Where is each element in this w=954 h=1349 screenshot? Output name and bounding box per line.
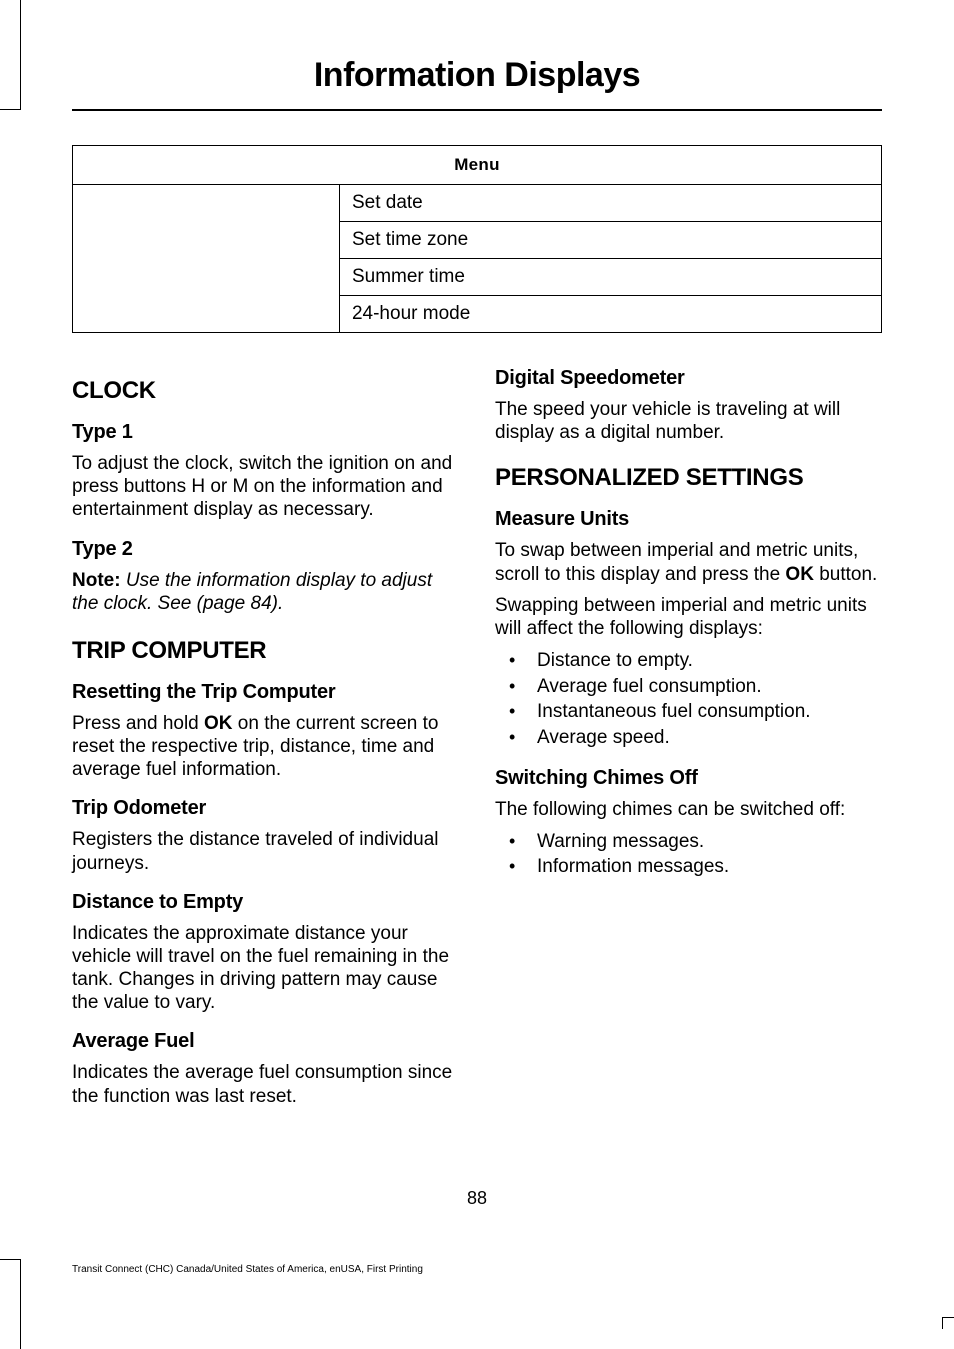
crop-mark xyxy=(942,1317,954,1329)
note-body: Use the information display to adjust th… xyxy=(72,570,432,614)
settings-heading: PERSONALIZED SETTINGS xyxy=(495,464,882,492)
page: Information Displays Menu Set date Set t… xyxy=(0,0,954,1329)
dte-body: Indicates the approximate distance your … xyxy=(72,922,459,1015)
chimes-heading: Switching Chimes Off xyxy=(495,767,882,790)
units-heading: Measure Units xyxy=(495,508,882,531)
reset-body: Press and hold OK on the current screen … xyxy=(72,712,459,782)
list-item: Average speed. xyxy=(495,725,882,751)
crop-mark xyxy=(0,0,20,110)
crop-mark xyxy=(0,1259,20,1329)
menu-table: Menu Set date Set time zone Summer time … xyxy=(72,145,882,333)
list-item: Information messages. xyxy=(495,854,882,880)
dte-heading: Distance to Empty xyxy=(72,891,459,914)
trip-heading: TRIP COMPUTER xyxy=(72,637,459,665)
list-item: Distance to empty. xyxy=(495,648,882,674)
table-row: Set date xyxy=(73,185,882,222)
menu-cell: Set time zone xyxy=(339,222,881,259)
content-columns: CLOCK Type 1 To adjust the clock, switch… xyxy=(72,367,882,1116)
chimes-body: The following chimes can be switched off… xyxy=(495,798,882,821)
type2-heading: Type 2 xyxy=(72,538,459,561)
reset-heading: Resetting the Trip Computer xyxy=(72,681,459,704)
clock-heading: CLOCK xyxy=(72,377,459,405)
page-number: 88 xyxy=(0,1188,954,1209)
page-title: Information Displays xyxy=(72,56,882,111)
reset-pre: Press and hold xyxy=(72,713,204,734)
menu-cell: Summer time xyxy=(339,259,881,296)
units-body1: To swap between imperial and metric unit… xyxy=(495,539,882,585)
speedo-heading: Digital Speedometer xyxy=(495,367,882,390)
menu-cell: Set date xyxy=(339,185,881,222)
note-label: Note: xyxy=(72,570,121,591)
speedo-body: The speed your vehicle is traveling at w… xyxy=(495,398,882,444)
avg-heading: Average Fuel xyxy=(72,1030,459,1053)
type2-note: Note: Use the information display to adj… xyxy=(72,569,459,615)
footer-text: Transit Connect (CHC) Canada/United Stat… xyxy=(72,1264,423,1275)
units-bold: OK xyxy=(785,564,814,585)
menu-header: Menu xyxy=(73,146,882,185)
units-body2: Swapping between imperial and metric uni… xyxy=(495,594,882,640)
type1-body: To adjust the clock, switch the ignition… xyxy=(72,452,459,522)
menu-left-cell xyxy=(73,185,340,333)
odo-body: Registers the distance traveled of indiv… xyxy=(72,828,459,874)
units-list: Distance to empty. Average fuel consumpt… xyxy=(495,648,882,751)
chimes-list: Warning messages. Information messages. xyxy=(495,829,882,880)
odo-heading: Trip Odometer xyxy=(72,797,459,820)
list-item: Instantaneous fuel consumption. xyxy=(495,699,882,725)
menu-cell: 24-hour mode xyxy=(339,296,881,333)
units-post: button. xyxy=(814,564,877,585)
right-column: Digital Speedometer The speed your vehic… xyxy=(495,367,882,1116)
list-item: Average fuel consumption. xyxy=(495,674,882,700)
reset-bold: OK xyxy=(204,713,233,734)
type1-heading: Type 1 xyxy=(72,421,459,444)
left-column: CLOCK Type 1 To adjust the clock, switch… xyxy=(72,367,459,1116)
avg-body: Indicates the average fuel consumption s… xyxy=(72,1061,459,1107)
list-item: Warning messages. xyxy=(495,829,882,855)
